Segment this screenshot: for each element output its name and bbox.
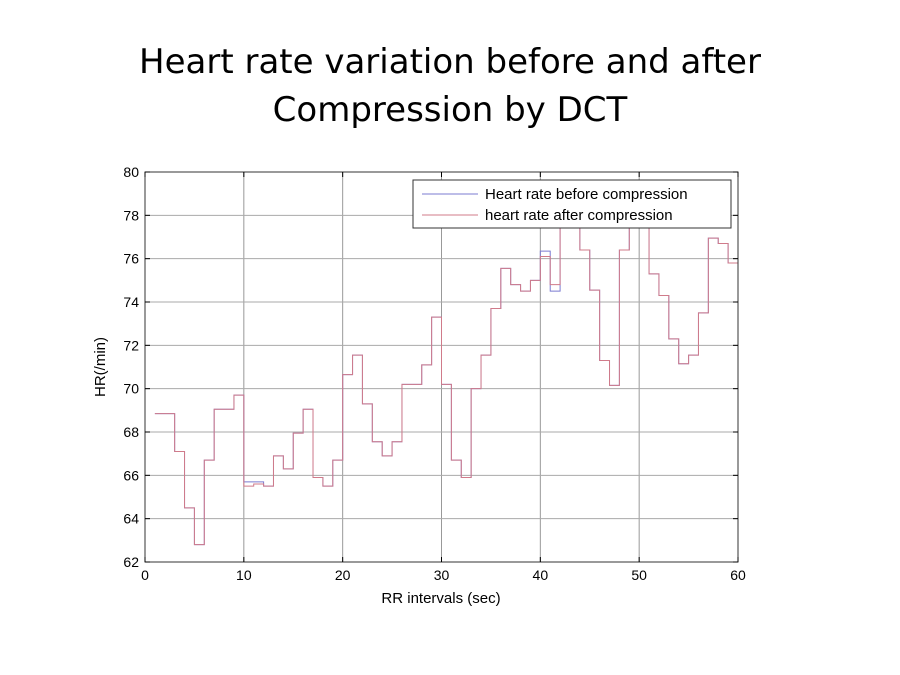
x-tick-label: 0 (141, 567, 149, 583)
series-line-after (154, 193, 738, 546)
legend: Heart rate before compression heart rate… (412, 179, 732, 229)
x-tick-label: 30 (434, 567, 450, 583)
y-tick-label: 78 (123, 207, 139, 223)
y-tick-label: 64 (123, 511, 139, 527)
y-tick-label: 76 (123, 251, 139, 267)
y-tick-label: 66 (123, 467, 139, 483)
chart-title-line-2: Compression by DCT (272, 90, 628, 130)
legend-label-before: Heart rate before compression (485, 186, 688, 203)
x-tick-label: 50 (631, 567, 647, 583)
y-tick-label: 68 (123, 424, 139, 440)
x-tick-label: 10 (236, 567, 252, 583)
x-tick-label: 60 (730, 567, 746, 583)
chart-title-line-1: Heart rate variation before and after (139, 42, 761, 82)
legend-label-after: heart rate after compression (485, 207, 673, 224)
series-line-before (154, 193, 738, 546)
y-tick-label: 80 (123, 164, 139, 180)
y-axis-label: HR(/min) (92, 337, 109, 397)
y-tick-label: 72 (123, 337, 139, 353)
y-tick-label: 74 (123, 294, 139, 310)
x-tick-label: 40 (533, 567, 549, 583)
x-axis-label: RR intervals (sec) (381, 590, 500, 607)
y-tick-label: 70 (123, 381, 139, 397)
y-tick-label: 62 (123, 554, 139, 570)
x-tick-label: 20 (335, 567, 351, 583)
